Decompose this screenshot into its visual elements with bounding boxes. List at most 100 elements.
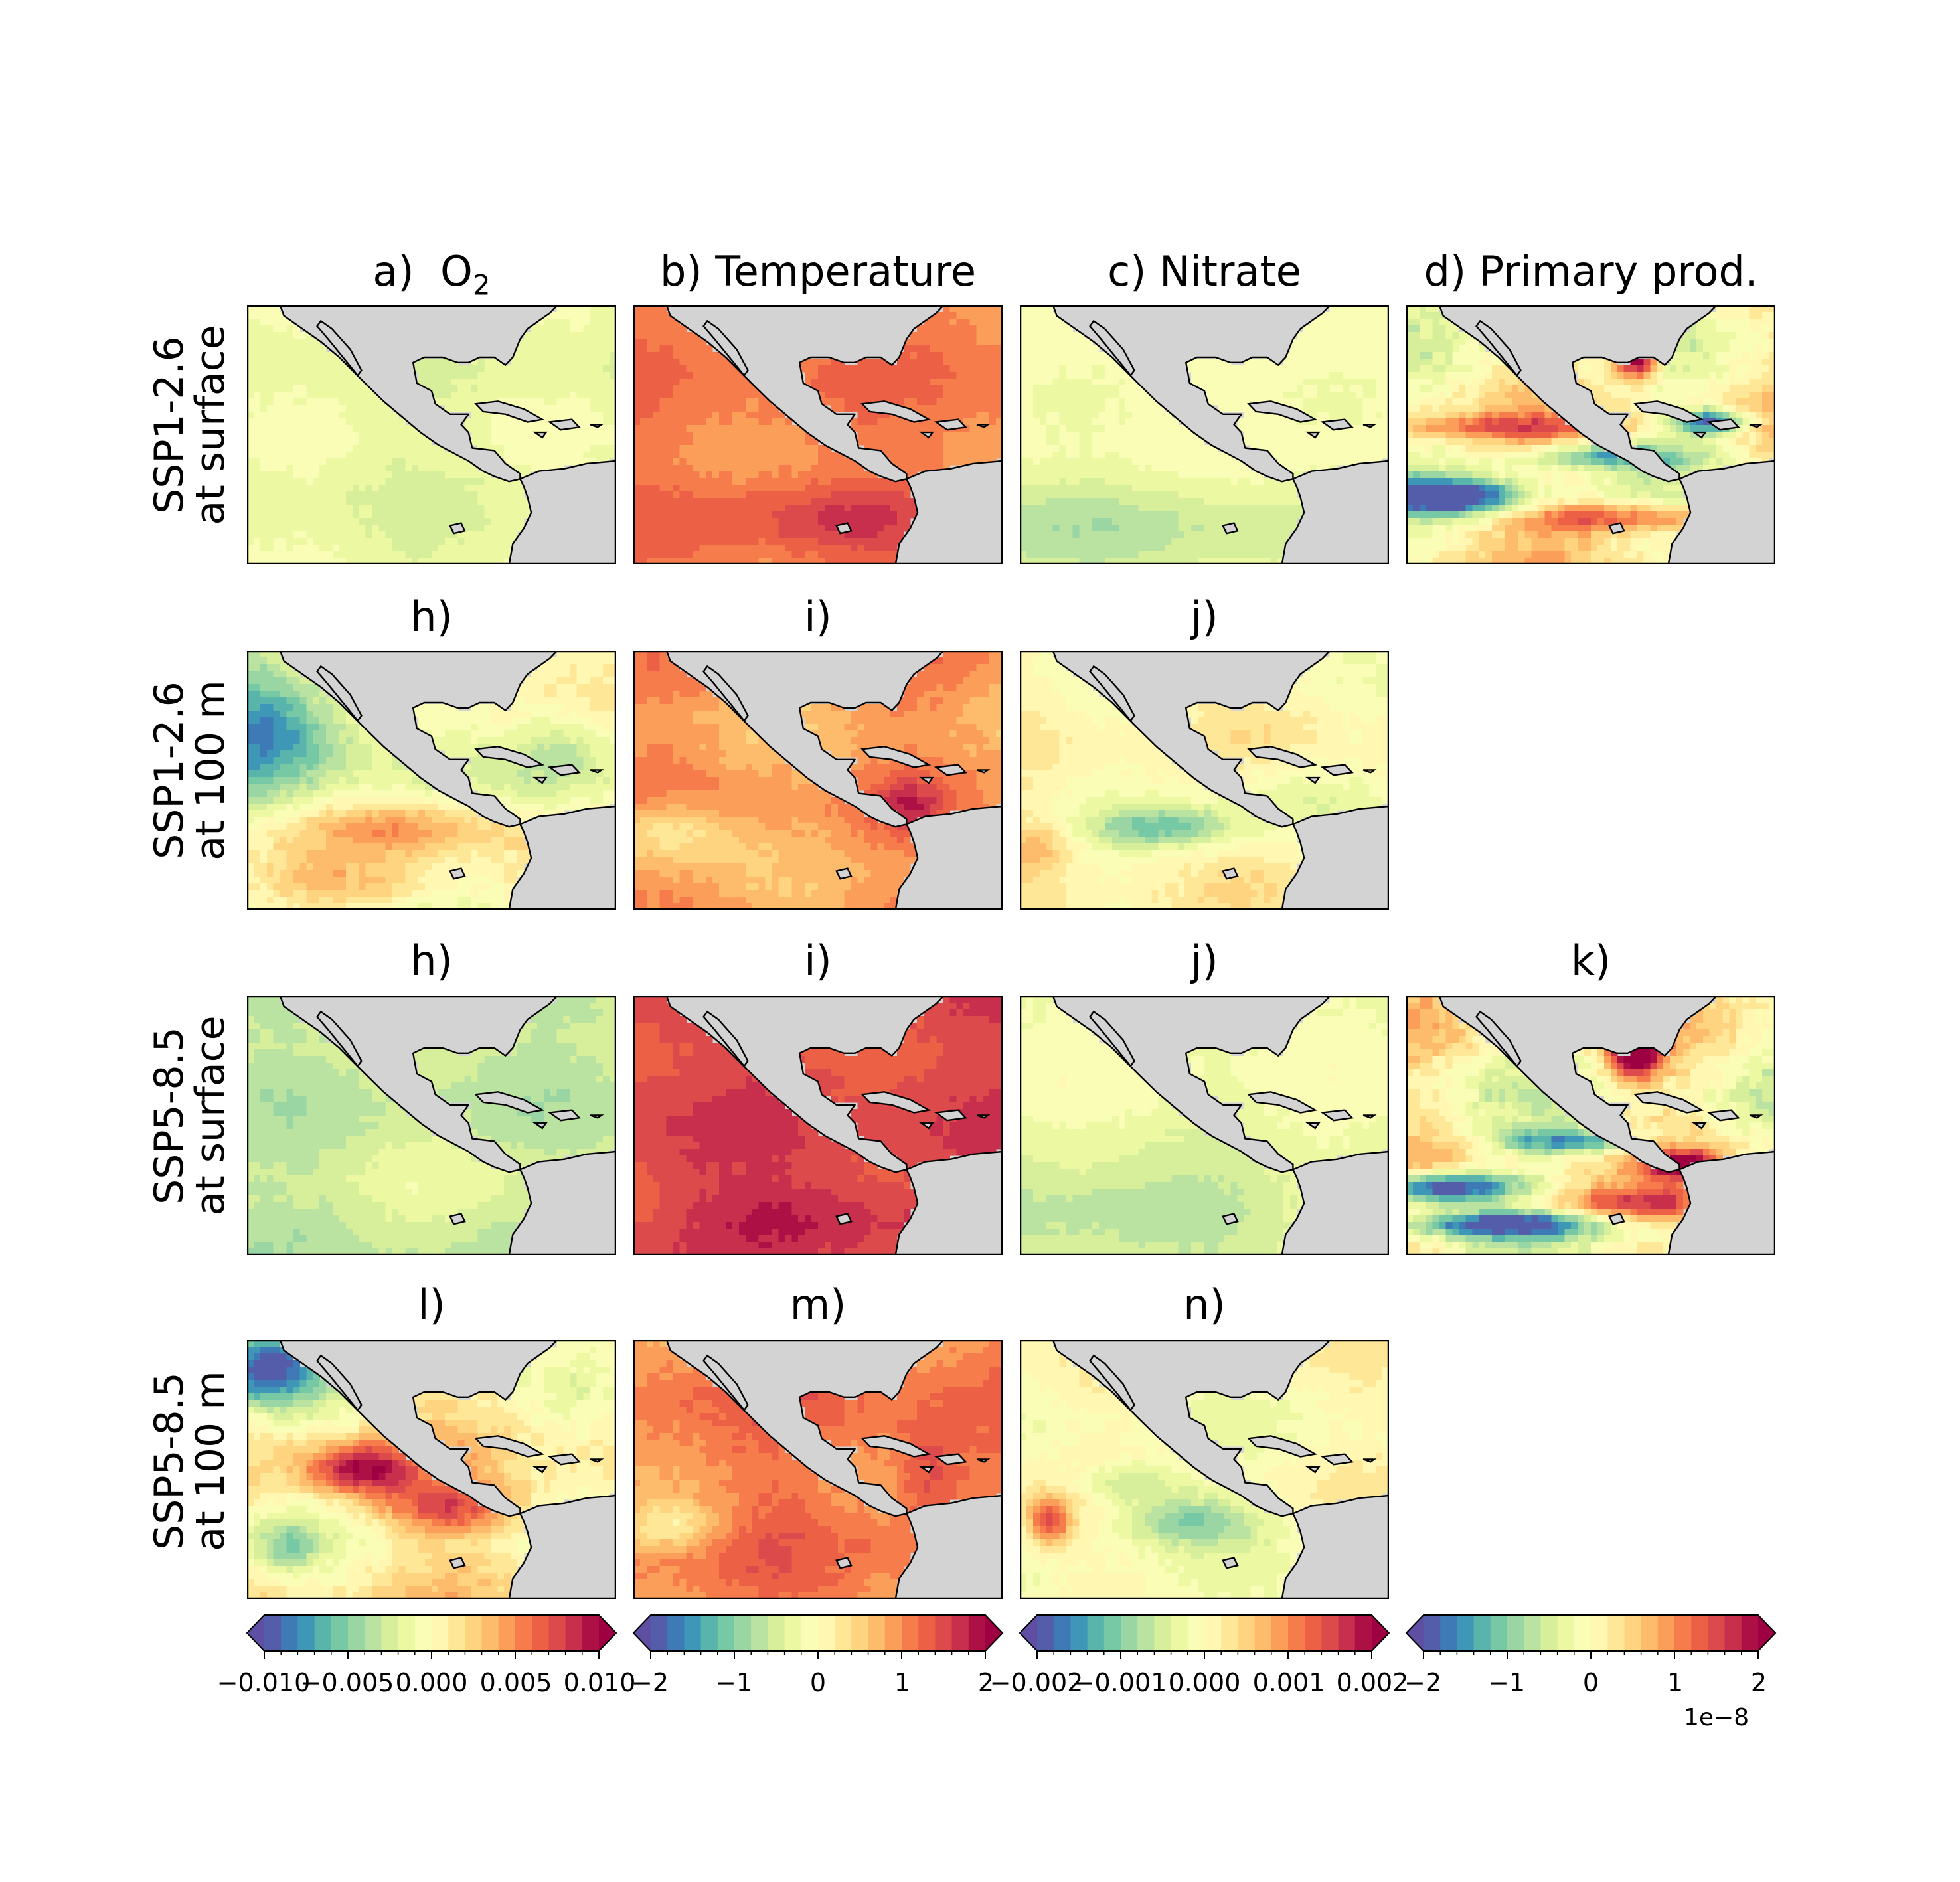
land-mass [1281,460,1389,564]
colorbar-segment [1354,1615,1372,1651]
colorbar-segment [1708,1615,1726,1651]
island [449,1557,466,1569]
land-mass [894,1150,1003,1255]
island [590,769,604,774]
colorbar-segment [1741,1615,1759,1651]
map-panel-r4c2 [633,1340,1003,1599]
map-svg-r3c1 [247,996,616,1255]
map-svg-r4c2 [633,1340,1003,1599]
cbar3-tick-3: 1 [1667,1668,1683,1697]
colorbar-segment [297,1615,315,1651]
island [1247,1091,1318,1114]
colorbar-segment [1641,1615,1659,1651]
island [532,431,548,439]
island [860,400,932,423]
colorbar-svg-0 [246,1614,617,1659]
colorbar-segment [951,1615,969,1651]
map-svg-r3c4 [1406,996,1775,1255]
island [1691,431,1707,439]
cbar2-tick-0: −0.002 [990,1668,1084,1697]
island [1749,424,1763,428]
colorbar-segment [532,1615,550,1651]
ocean-field [1020,1340,1389,1599]
colorbar-temperature [632,1614,1004,1659]
colorbar-segment [1121,1615,1138,1651]
island [934,764,967,776]
cbar0-tick-2: 0.000 [396,1668,468,1697]
cbar2-tick-3: 0.001 [1253,1668,1325,1697]
colorbar-segment [1540,1615,1558,1651]
island [474,1435,545,1458]
map-panel-r1c3 [1020,305,1389,564]
island [835,522,853,535]
island [1706,418,1740,431]
island [1089,1010,1135,1068]
land-mass [1406,996,1718,1173]
island [474,746,545,768]
colorbar-segment [515,1615,532,1651]
island [1222,1213,1239,1225]
island [590,1114,604,1119]
island [1362,769,1377,774]
island [1247,746,1318,768]
colorbar-segment [935,1615,953,1651]
colorbar-segment [1321,1615,1339,1651]
land-mass [1667,1150,1775,1255]
colorbar-segment [582,1615,600,1651]
colorbar-segment [1154,1615,1172,1651]
colorbar-segment [432,1615,449,1651]
island [449,867,466,880]
colorbar-segment [784,1615,802,1651]
colorbar-segment [348,1615,365,1651]
cbar1-tick-2: 0 [810,1668,826,1697]
colorbar-segment [498,1615,516,1651]
cbar2-tick-1: −0.001 [1074,1668,1167,1697]
colorbar-segment [465,1615,483,1651]
island [449,1213,466,1225]
panel-title-r2c1: h) [247,592,616,641]
island [474,400,545,423]
island [918,1466,934,1474]
panel-title-r2c2: i) [633,592,1003,641]
colorbar-segment [1271,1615,1289,1651]
colorbar-segment [1607,1615,1625,1651]
island [1608,522,1625,535]
ocean-field [1406,305,1775,564]
panel-title-c: c) Nitrate [1020,247,1389,296]
colorbar-segment [414,1615,432,1651]
cbar3-tick-4: 2 [1751,1668,1767,1697]
cbar0-tick-3: 0.005 [480,1668,552,1697]
island [835,1213,853,1225]
cbar3-tick-2: 0 [1583,1668,1599,1697]
colorbar-segment [1087,1615,1105,1651]
land-mass [1281,1494,1389,1599]
island [1608,1213,1625,1225]
island [1706,1109,1740,1122]
land-mass [1406,305,1718,483]
colorbar-segment [835,1615,853,1651]
colorbar-extend-low [1020,1615,1037,1651]
island [1749,1114,1763,1119]
colorbar-segment [331,1615,349,1651]
cbar1-tick-0: −2 [631,1668,669,1697]
land-mass [1667,460,1775,564]
panel-title-a: a) O2 [247,247,616,301]
colorbar-segment [398,1615,416,1651]
land-mass [633,305,945,483]
map-panel-r4c3 [1020,1340,1389,1599]
land-mass [633,1340,945,1517]
map-svg-r3c3 [1020,996,1389,1255]
island [1475,319,1522,377]
land-mass [508,1150,616,1255]
map-panel-r2c2 [633,651,1003,910]
colorbar-segment [1657,1615,1675,1651]
island [1089,319,1135,377]
colorbar-segment [1457,1615,1475,1651]
island [860,746,932,768]
colorbar-svg-3 [1405,1614,1777,1659]
island [1247,1435,1318,1458]
map-panel-r2c3 [1020,651,1389,910]
island [1691,1122,1707,1130]
island [1222,867,1239,880]
island [547,1453,581,1466]
